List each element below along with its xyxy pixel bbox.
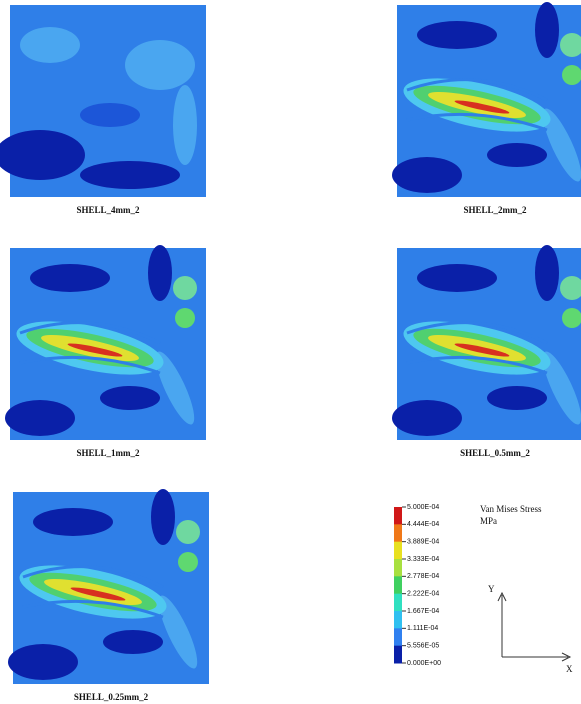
colorbar-band (394, 576, 402, 595)
colorbar-tick-label: 5.000E-04 (407, 504, 439, 511)
colorbar-tick-label: 2.778E-04 (407, 573, 439, 580)
y-arrowhead (497, 591, 507, 602)
y-axis-label: Y (488, 584, 495, 594)
colorbar-tick-label: 3.889E-04 (407, 539, 439, 546)
colorbar-tick-label: 5.556E-05 (407, 643, 439, 650)
legend-unit: MPa (480, 516, 497, 526)
axes-triad (497, 591, 572, 662)
colorbar-tick-label: 2.222E-04 (407, 591, 439, 598)
colorbar-tick-label: 0.000E+00 (407, 660, 441, 667)
colorbar-band (394, 524, 402, 543)
colorbar-tick-label: 1.111E-04 (407, 625, 438, 632)
colorbar-band (394, 593, 402, 612)
colorbar-band (394, 541, 402, 560)
colorbar-band (394, 611, 402, 629)
contour-plot (6, 487, 211, 686)
panel-label: SHELL_4mm_2 (76, 205, 140, 215)
x-axis-label: X (566, 664, 573, 674)
colorbar-band (394, 628, 402, 647)
colorbar-band (394, 507, 402, 525)
colorbar-band (394, 559, 402, 577)
panel-label: SHELL_0.5mm_2 (460, 448, 530, 458)
contour-plot (390, 243, 581, 442)
x-arrowhead (561, 652, 572, 662)
contour-plot (3, 243, 208, 442)
panel-label: SHELL_0.25mm_2 (74, 692, 149, 702)
colorbar-tick-label: 4.444E-04 (407, 521, 439, 528)
colorbar-band (394, 645, 402, 664)
colorbar-tick-label: 3.333E-04 (407, 556, 439, 563)
panel-label: SHELL_1mm_2 (76, 448, 140, 458)
colorbar-tick-label: 1.667E-04 (407, 608, 439, 615)
contour-plot (0, 5, 206, 197)
legend-title: Van Mises Stress (480, 504, 542, 514)
contour-plot (390, 0, 581, 199)
panel-label: SHELL_2mm_2 (463, 205, 527, 215)
legend: 5.000E-04 4.444E-04 3.889E-04 3.333E-04 2.77… (394, 504, 441, 667)
